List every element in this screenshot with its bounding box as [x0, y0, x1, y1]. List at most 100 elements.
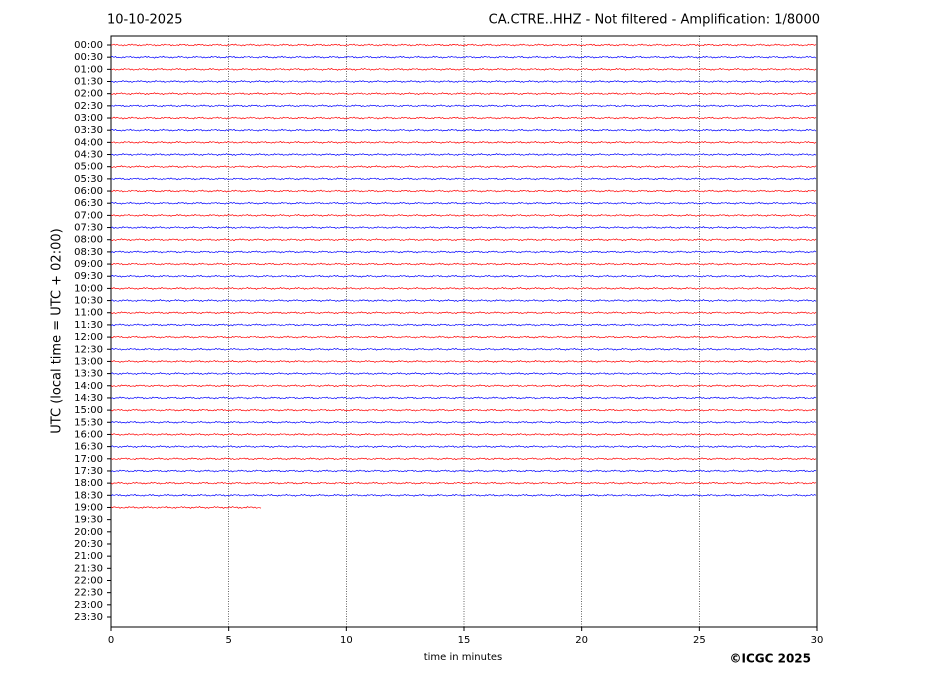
- y-tick-label: 22:30: [74, 588, 103, 599]
- y-tick-label: 23:00: [74, 600, 103, 611]
- x-tick-label: 15: [458, 635, 471, 646]
- y-tick-label: 23:30: [74, 612, 103, 623]
- x-tick-label: 5: [225, 635, 231, 646]
- y-tick-label: 00:00: [74, 40, 103, 51]
- y-tick-label: 12:00: [74, 332, 103, 343]
- trace: [110, 457, 817, 461]
- y-tick-label: 16:00: [74, 429, 103, 440]
- y-tick-label: 17:30: [74, 466, 103, 477]
- chart-title: CA.CTRE..HHZ - Not filtered - Amplificat…: [489, 13, 820, 28]
- y-tick-label: 22:00: [74, 575, 103, 586]
- y-tick-label: 14:00: [74, 381, 103, 392]
- y-tick-label: 15:00: [74, 405, 103, 416]
- trace: [110, 396, 817, 400]
- trace: [110, 323, 817, 327]
- x-tick-label: 0: [108, 635, 114, 646]
- y-tick-label: 21:00: [74, 551, 103, 562]
- trace: [110, 347, 817, 351]
- trace: [110, 165, 817, 169]
- trace: [110, 238, 817, 242]
- y-tick-label: 09:00: [74, 259, 103, 270]
- y-tick-label: 18:00: [74, 478, 103, 489]
- y-tick-label: 07:30: [74, 223, 103, 234]
- trace: [110, 153, 817, 156]
- credit: ©ICGC 2025: [729, 652, 811, 666]
- trace: [110, 384, 817, 388]
- trace: [110, 177, 817, 181]
- trace: [110, 201, 817, 205]
- y-tick-label: 05:30: [74, 174, 103, 185]
- trace: [110, 493, 817, 497]
- y-tick-label: 19:30: [74, 515, 103, 526]
- y-tick-label: 11:30: [74, 320, 103, 331]
- y-tick-label: 02:30: [74, 101, 103, 112]
- y-tick-label: 06:00: [74, 186, 103, 197]
- x-axis-label: time in minutes: [424, 652, 503, 663]
- trace: [110, 335, 817, 339]
- y-tick-label: 17:00: [74, 454, 103, 465]
- trace: [110, 226, 817, 229]
- y-tick-label: 00:30: [74, 52, 103, 63]
- trace: [110, 286, 817, 290]
- y-tick-label: 20:30: [74, 539, 103, 550]
- y-tick-label: 01:30: [74, 77, 103, 88]
- y-tick-label: 11:00: [74, 308, 103, 319]
- y-tick-label: 12:30: [74, 344, 103, 355]
- y-tick-label: 19:00: [74, 502, 103, 513]
- trace: [110, 274, 817, 278]
- trace: [110, 433, 817, 436]
- y-axis-label: UTC (local time = UTC + 02:00): [50, 228, 65, 433]
- trace: [110, 116, 817, 120]
- y-tick-label: 01:00: [74, 64, 103, 75]
- y-tick-label: 05:00: [74, 162, 103, 173]
- trace: [110, 445, 817, 449]
- trace: [110, 250, 817, 254]
- trace: [110, 104, 817, 108]
- trace: [110, 359, 817, 363]
- y-tick-label: 07:00: [74, 210, 103, 221]
- trace: [110, 55, 817, 59]
- y-tick-label: 15:30: [74, 417, 103, 428]
- trace: [110, 92, 817, 96]
- y-tick-label: 13:30: [74, 369, 103, 380]
- y-tick-label: 03:00: [74, 113, 103, 124]
- trace: [110, 469, 817, 473]
- trace: [110, 67, 817, 71]
- y-tick-label: 03:30: [74, 125, 103, 136]
- x-tick-label: 20: [575, 635, 588, 646]
- y-tick-label: 02:00: [74, 89, 103, 100]
- y-tick-label: 10:00: [74, 283, 103, 294]
- x-tick-label: 30: [811, 635, 824, 646]
- trace: [110, 420, 817, 424]
- y-tick-label: 16:30: [74, 442, 103, 453]
- trace: [110, 372, 817, 376]
- x-tick-label: 25: [693, 635, 706, 646]
- trace: [110, 128, 817, 132]
- trace: [110, 299, 817, 303]
- x-tick-label: 10: [340, 635, 353, 646]
- y-tick-label: 04:00: [74, 137, 103, 148]
- y-tick-label: 06:30: [74, 198, 103, 209]
- y-tick-label: 13:00: [74, 356, 103, 367]
- trace: [110, 80, 817, 83]
- trace: [110, 189, 817, 193]
- y-tick-label: 20:00: [74, 527, 103, 538]
- y-tick-label: 14:30: [74, 393, 103, 404]
- date: 10-10-2025: [107, 13, 183, 28]
- y-tick-label: 04:30: [74, 150, 103, 161]
- y-tick-label: 08:00: [74, 235, 103, 246]
- trace: [110, 481, 817, 485]
- y-tick-label: 09:30: [74, 271, 103, 282]
- trace: [110, 506, 262, 509]
- trace: [110, 408, 817, 412]
- trace: [110, 213, 817, 217]
- trace: [110, 311, 817, 315]
- y-tick-label: 21:30: [74, 563, 103, 574]
- trace: [110, 140, 817, 144]
- trace: [110, 262, 817, 266]
- y-tick-label: 10:30: [74, 296, 103, 307]
- y-tick-label: 08:30: [74, 247, 103, 258]
- trace: [110, 43, 817, 47]
- y-tick-label: 18:30: [74, 490, 103, 501]
